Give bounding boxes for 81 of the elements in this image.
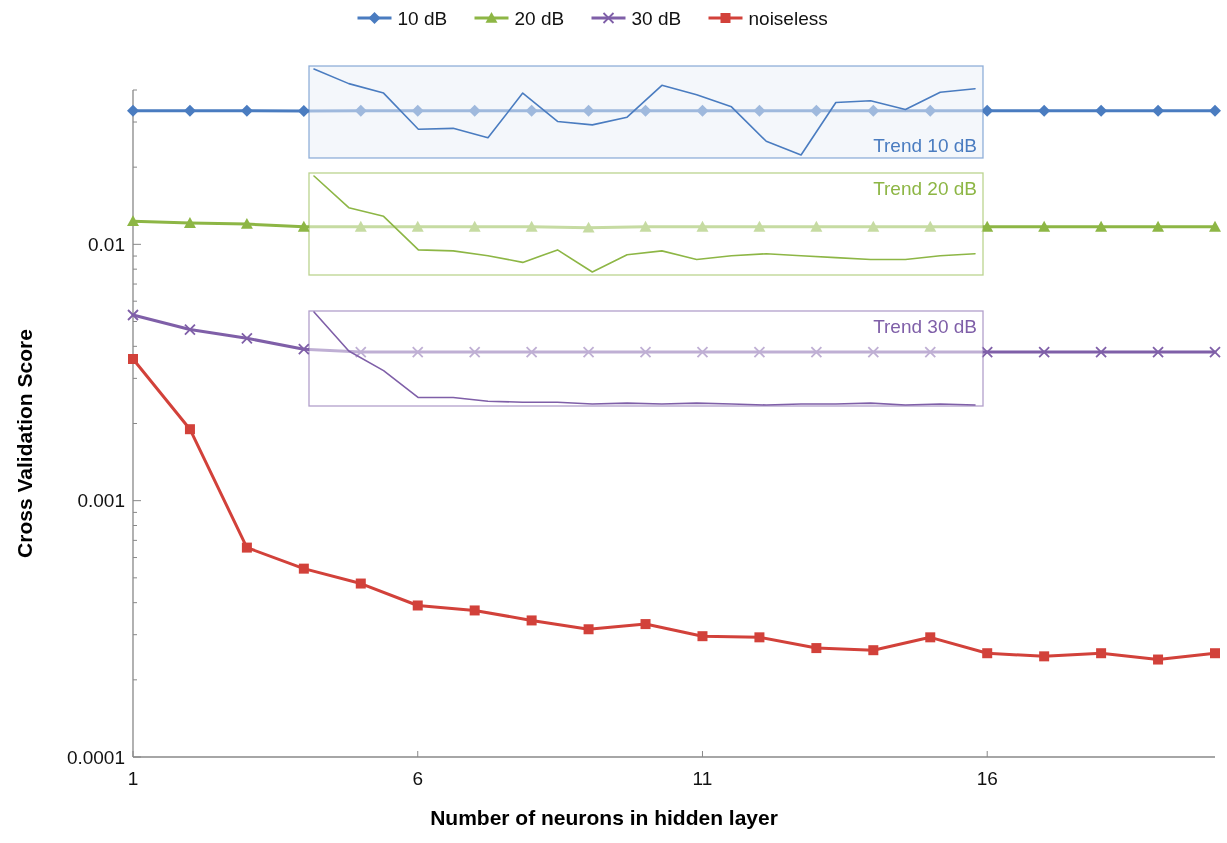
point — [1039, 651, 1050, 662]
x-axis-title: Number of neurons in hidden layer — [430, 806, 778, 829]
point — [867, 220, 880, 232]
point — [811, 643, 822, 654]
point — [583, 624, 594, 635]
point — [810, 346, 823, 358]
y-tick-label: 0.0001 — [66, 746, 125, 768]
point — [468, 220, 481, 232]
point — [582, 346, 595, 358]
point — [469, 605, 480, 616]
point — [753, 220, 766, 232]
x-tick-label: 1 — [127, 768, 139, 789]
point — [525, 346, 538, 358]
point — [640, 619, 651, 630]
point — [582, 221, 595, 233]
point — [639, 104, 652, 117]
y-axis-title: Cross Validation Score — [13, 329, 36, 558]
point — [1152, 220, 1165, 232]
point — [981, 346, 994, 358]
chart-title: Trend 20 dB — [873, 178, 977, 199]
point — [184, 323, 196, 336]
point — [754, 632, 765, 643]
point — [412, 600, 423, 611]
point — [241, 542, 252, 553]
x-tick-label: 16 — [976, 768, 998, 789]
point — [1152, 346, 1164, 358]
y-tick-label: 0.001 — [77, 490, 125, 512]
point — [753, 346, 766, 358]
legend-label: 20 dB — [514, 7, 565, 29]
point — [354, 220, 367, 232]
point — [696, 346, 709, 358]
text: Trend 10 dB — [873, 135, 977, 156]
y-tick-label: 0.01 — [88, 233, 125, 255]
point — [526, 615, 537, 626]
point — [183, 217, 196, 228]
point — [1038, 346, 1051, 358]
legend-label: 10 dB — [397, 7, 448, 29]
point — [696, 220, 709, 232]
point — [982, 648, 993, 659]
point — [127, 104, 139, 117]
point — [240, 218, 253, 229]
point — [411, 220, 424, 232]
point — [696, 104, 709, 117]
point — [924, 346, 937, 358]
point — [127, 215, 139, 227]
legend-label: noiseless — [748, 7, 828, 29]
point — [355, 578, 366, 589]
point — [753, 104, 766, 117]
point — [868, 645, 879, 656]
point — [1209, 220, 1221, 232]
point — [411, 346, 424, 358]
point — [1153, 654, 1164, 665]
point — [1038, 220, 1051, 232]
point — [1095, 346, 1108, 358]
point — [184, 424, 195, 435]
point — [981, 220, 994, 232]
point — [127, 309, 139, 321]
point — [297, 343, 310, 356]
point — [240, 332, 253, 345]
point — [925, 632, 936, 643]
point — [298, 563, 309, 574]
point — [1210, 648, 1220, 659]
legend-label: 30 dB — [631, 7, 682, 29]
point — [867, 346, 880, 358]
point — [697, 631, 708, 642]
point — [1209, 104, 1221, 117]
point — [354, 346, 367, 358]
point — [128, 354, 138, 364]
point — [525, 220, 538, 232]
x-tick-label: 11 — [692, 768, 713, 789]
point — [297, 220, 310, 232]
point — [1095, 220, 1108, 232]
point — [1209, 346, 1221, 358]
point — [639, 346, 652, 358]
x-tick-label: 6 — [412, 768, 424, 789]
chart-title: Trend 30 dB — [873, 316, 977, 337]
point — [810, 220, 823, 232]
point — [468, 346, 481, 358]
point — [924, 220, 937, 232]
point — [1096, 648, 1107, 659]
point — [639, 220, 652, 232]
